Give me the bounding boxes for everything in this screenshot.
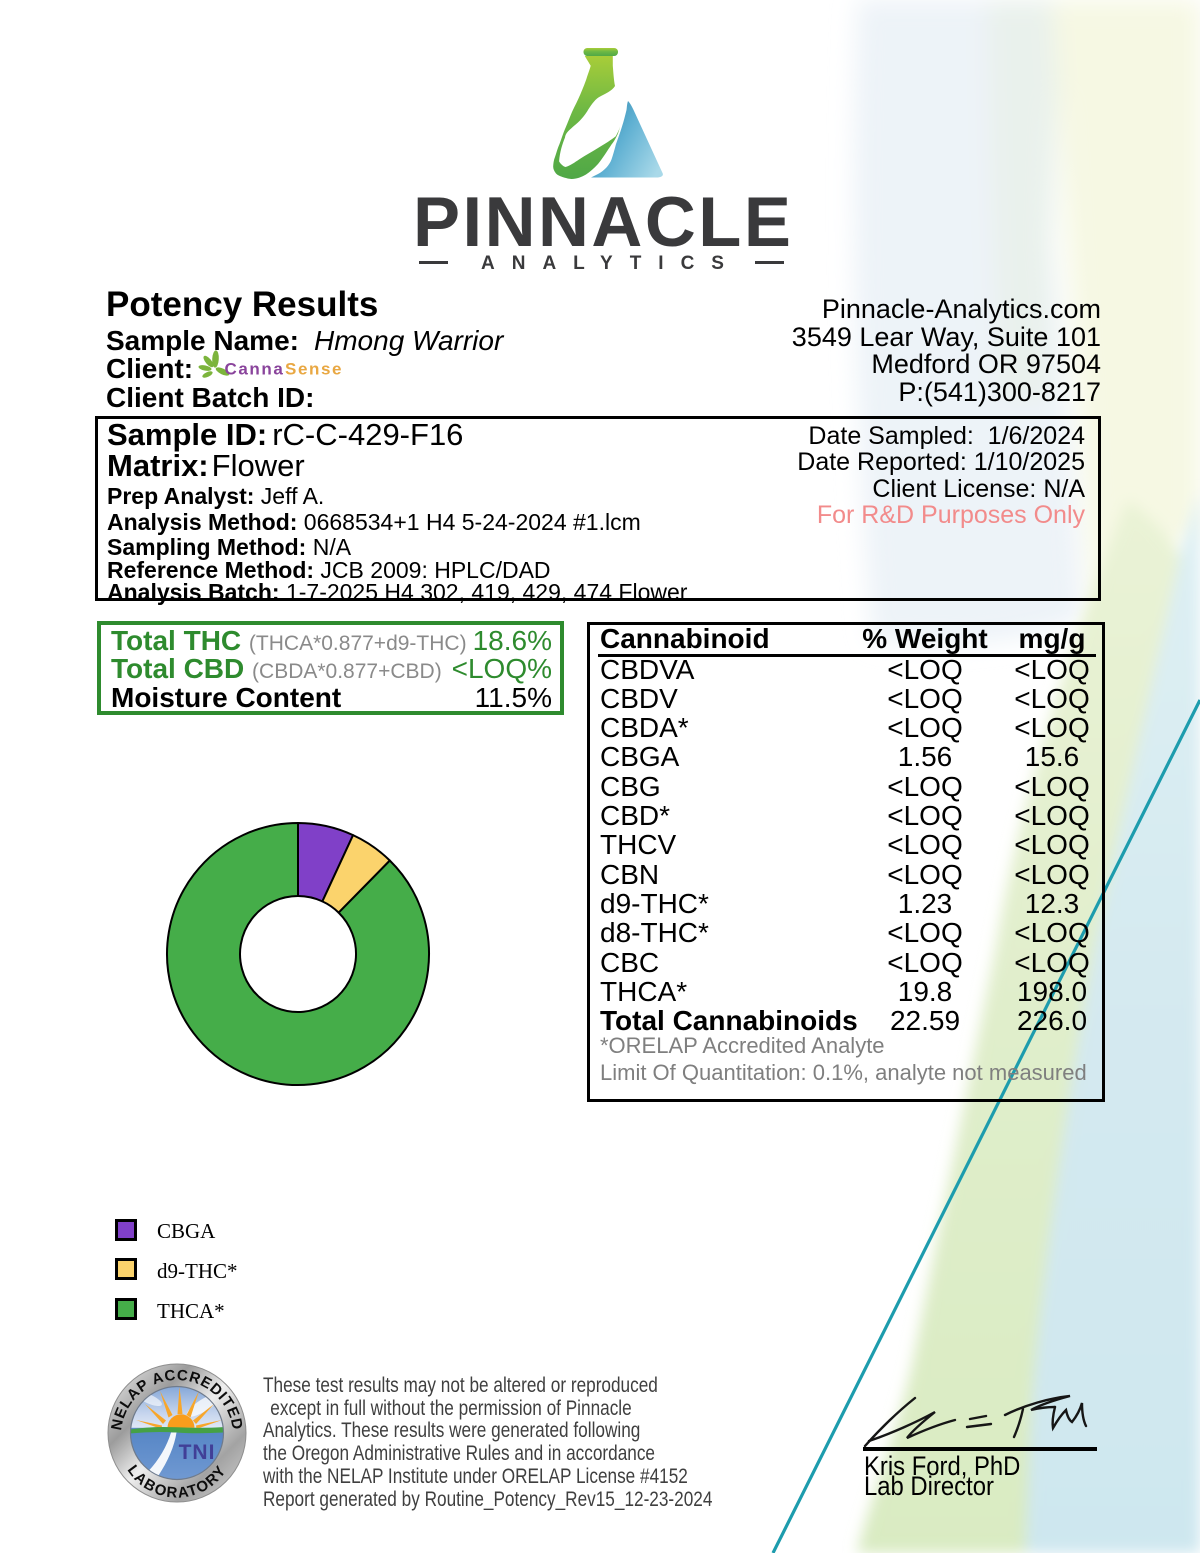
svg-text:Sense: Sense: [285, 360, 343, 379]
svg-text:Canna: Canna: [225, 360, 285, 379]
svg-text:TNI: TNI: [179, 1441, 216, 1464]
